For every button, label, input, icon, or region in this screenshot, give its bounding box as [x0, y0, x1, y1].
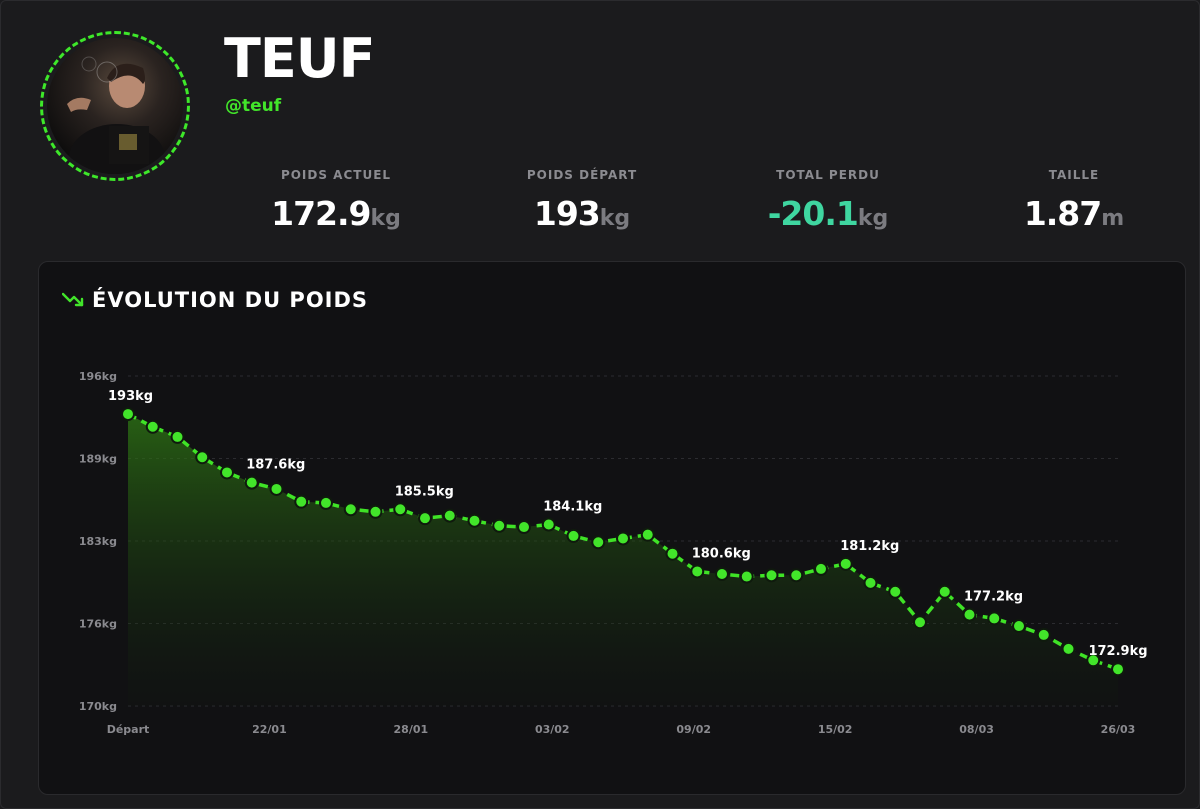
- x-tick-label: 15/02: [818, 723, 853, 736]
- stat-unit: kg: [857, 206, 889, 231]
- data-point: [591, 535, 606, 550]
- y-tick-label: 183kg: [79, 535, 117, 548]
- data-label: 172.9kg: [1088, 644, 1147, 659]
- data-point: [665, 546, 680, 561]
- avatar[interactable]: [47, 38, 183, 174]
- avatar-ring: [40, 31, 190, 181]
- data-label: 184.1kg: [543, 500, 602, 515]
- stat-number: 172.9: [271, 194, 371, 233]
- stat-start-weight: POIDS DÉPART 193kg: [482, 168, 682, 233]
- data-point: [442, 508, 457, 523]
- stat-label: POIDS ACTUEL: [280, 168, 392, 182]
- data-point: [913, 615, 927, 630]
- data-point: [517, 520, 531, 535]
- stat-unit: kg: [599, 206, 631, 231]
- data-point: [937, 584, 952, 599]
- data-point: [640, 527, 655, 542]
- stat-number: 1.87: [1023, 194, 1102, 233]
- area-fill: [128, 414, 1118, 706]
- y-tick-label: 189kg: [79, 453, 117, 466]
- stat-value: 1.87m: [974, 194, 1174, 233]
- data-point: [888, 584, 903, 599]
- data-point: [838, 556, 853, 571]
- data-point: [566, 528, 581, 543]
- y-tick-label: 170kg: [79, 700, 117, 713]
- x-axis: Départ 22/01 28/01 03/02 09/02 15/02 08/03 26/0…: [107, 723, 1136, 736]
- data-point: [1086, 653, 1101, 668]
- data-label: 180.6kg: [692, 546, 751, 561]
- area-path: [128, 414, 1118, 706]
- chart-title: ÉVOLUTION DU POIDS: [92, 288, 369, 312]
- x-tick-label: 22/01: [252, 723, 287, 736]
- avatar-illustration: [67, 56, 165, 174]
- data-point: [690, 564, 705, 579]
- data-point: [170, 429, 185, 444]
- data-point: [343, 502, 358, 517]
- data-point: [1061, 641, 1076, 656]
- data-point: [789, 568, 804, 583]
- data-label: 193kg: [108, 389, 153, 404]
- stat-unit: kg: [370, 206, 401, 231]
- trend-down-icon: [62, 292, 84, 307]
- data-point: [220, 465, 234, 480]
- stat-label: TAILLE: [1048, 168, 1100, 182]
- stat-height: TAILLE 1.87m: [974, 168, 1174, 233]
- data-labels: 193kg 187.6kg 185.5kg 184.1kg 180.6kg 181.2kg…: [108, 389, 1148, 659]
- x-tick-label: 26/03: [1101, 723, 1136, 736]
- stat-value: -20.1kg: [728, 194, 928, 233]
- y-tick-label: 196kg: [79, 370, 117, 383]
- series-points: [121, 407, 1125, 677]
- data-point: [269, 481, 284, 496]
- data-point: [319, 495, 333, 510]
- data-label: 181.2kg: [840, 539, 899, 554]
- data-point: [863, 575, 878, 590]
- data-point: [393, 502, 408, 517]
- x-tick-label: Départ: [107, 723, 150, 736]
- x-tick-label: 28/01: [394, 723, 429, 736]
- stat-number: 193: [533, 194, 601, 233]
- data-point: [418, 511, 432, 526]
- stat-unit: m: [1101, 206, 1125, 231]
- stat-value: 172.9kg: [236, 194, 436, 233]
- stat-label: POIDS DÉPART: [526, 168, 638, 182]
- data-point: [145, 419, 160, 434]
- profile-handle[interactable]: @teuf: [225, 96, 282, 116]
- data-point: [715, 567, 729, 581]
- y-tick-label: 176kg: [79, 618, 117, 631]
- x-tick-label: 09/02: [676, 723, 711, 736]
- profile-name: TEUF: [224, 27, 375, 90]
- stat-current-weight: POIDS ACTUEL 172.9kg: [236, 168, 436, 233]
- data-point: [987, 611, 1002, 626]
- y-axis: 196kg 189kg 183kg 176kg 170kg: [79, 370, 117, 713]
- data-point: [541, 517, 556, 532]
- stat-value: 193kg: [482, 194, 682, 233]
- data-point: [294, 494, 309, 509]
- data-point: [739, 569, 754, 584]
- data-point: [814, 561, 828, 576]
- data-point: [1111, 662, 1125, 677]
- x-tick-label: 08/03: [959, 723, 994, 736]
- data-point: [962, 607, 977, 622]
- data-point: [1012, 619, 1026, 634]
- data-point: [121, 407, 135, 422]
- data-point: [1036, 627, 1051, 642]
- data-point: [368, 504, 383, 519]
- data-point: [195, 450, 210, 465]
- data-point: [244, 475, 259, 490]
- stat-total-lost: TOTAL PERDU -20.1kg: [728, 168, 928, 233]
- stat-label: TOTAL PERDU: [776, 168, 880, 182]
- data-point: [764, 568, 779, 583]
- data-point: [467, 513, 482, 528]
- data-point: [616, 531, 630, 546]
- data-point: [492, 518, 507, 533]
- x-tick-label: 03/02: [535, 723, 570, 736]
- stat-number: -20.1: [767, 194, 859, 233]
- data-label: 187.6kg: [246, 458, 305, 473]
- data-label: 177.2kg: [964, 590, 1023, 605]
- data-label: 185.5kg: [395, 484, 454, 499]
